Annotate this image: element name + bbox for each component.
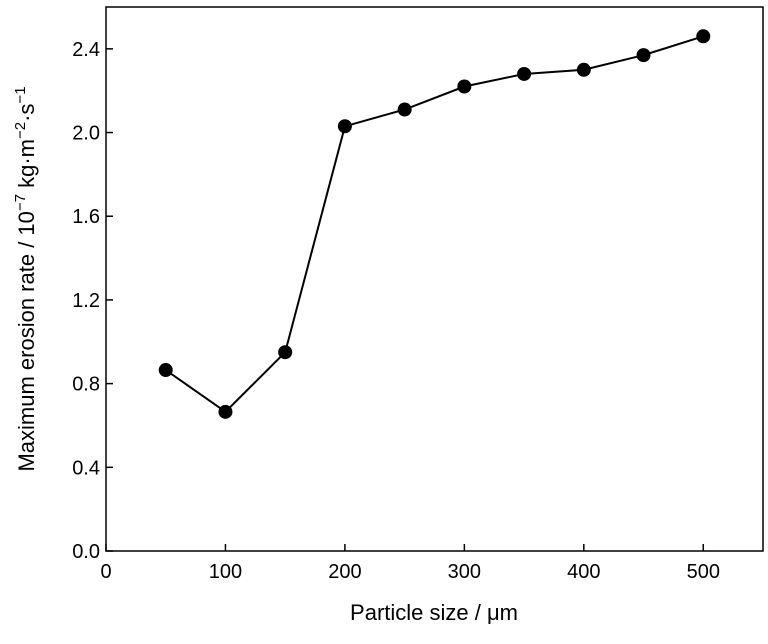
y-axis-title-unit-2: ·s bbox=[14, 104, 39, 122]
y-axis-title-unit: kg·m bbox=[14, 139, 39, 194]
data-point bbox=[397, 102, 412, 117]
x-tick-label: 200 bbox=[328, 561, 361, 583]
y-axis-title-main: Maximum erosion rate / 10 bbox=[14, 211, 39, 471]
y-axis-title-exponent-2: −2 bbox=[12, 122, 29, 139]
y-tick-label: 0.4 bbox=[72, 457, 100, 479]
plot-frame bbox=[105, 6, 764, 552]
y-tick-label: 1.6 bbox=[72, 206, 100, 228]
x-axis-title: Particle size / μm bbox=[350, 600, 518, 625]
y-axis-title-exponent: −7 bbox=[12, 194, 29, 211]
data-point bbox=[278, 345, 293, 360]
data-point bbox=[457, 79, 472, 94]
y-tick-label: 0.8 bbox=[72, 374, 100, 396]
x-tick-label: 300 bbox=[448, 561, 481, 583]
series-layer bbox=[158, 29, 711, 419]
y-tick-label: 2.4 bbox=[72, 39, 100, 61]
y-axis-title-exponent-3: −1 bbox=[12, 86, 29, 103]
x-tick-label: 400 bbox=[567, 561, 600, 583]
data-point bbox=[517, 66, 532, 81]
x-tick-label: 100 bbox=[209, 561, 242, 583]
data-point bbox=[576, 62, 591, 77]
x-tick-label: 0 bbox=[100, 561, 111, 583]
data-point bbox=[337, 119, 352, 134]
y-tick-label: 1.2 bbox=[72, 290, 100, 312]
data-point bbox=[696, 29, 711, 44]
x-axis-ticks: 0 100 200 300 400 500 bbox=[100, 544, 720, 583]
y-axis-title: Maximum erosion rate / 10−7 kg·m−2·s−1 bbox=[12, 86, 39, 471]
data-point bbox=[158, 363, 173, 378]
y-tick-label: 2.0 bbox=[72, 123, 100, 145]
x-tick-label: 500 bbox=[687, 561, 720, 583]
data-point bbox=[636, 48, 651, 63]
y-axis-ticks: 0.0 0.4 0.8 1.2 1.6 2.0 2.4 bbox=[72, 39, 113, 563]
series-line bbox=[165, 35, 704, 414]
y-tick-label: 0.0 bbox=[72, 541, 100, 563]
data-point bbox=[218, 404, 233, 419]
